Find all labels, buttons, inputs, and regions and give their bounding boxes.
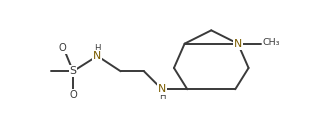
Text: O: O [59, 43, 66, 53]
Text: N: N [93, 51, 101, 61]
Text: H: H [94, 44, 100, 53]
Text: N: N [158, 84, 166, 94]
Text: CH₃: CH₃ [263, 38, 280, 47]
Text: H: H [159, 92, 165, 101]
Text: S: S [70, 66, 77, 76]
Text: O: O [69, 90, 77, 100]
Text: N: N [234, 39, 242, 49]
